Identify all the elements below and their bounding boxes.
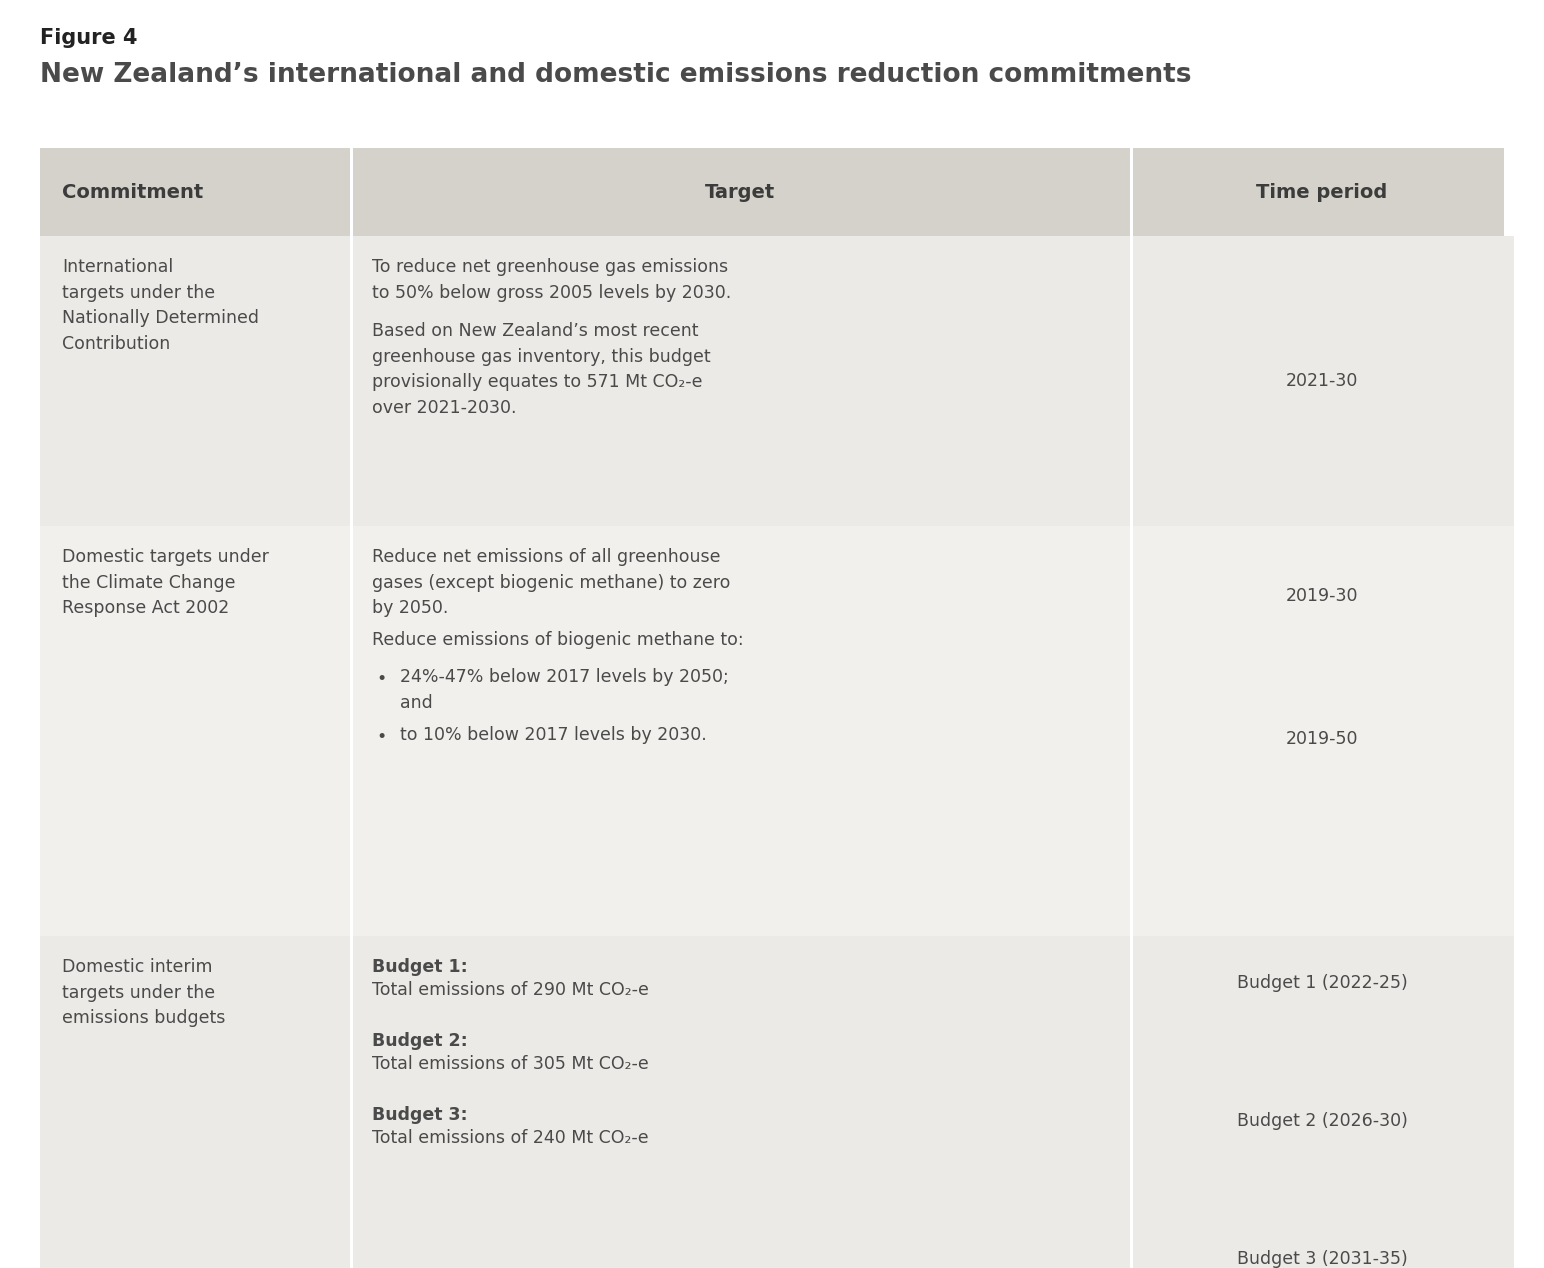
Bar xyxy=(1130,936,1133,1268)
Bar xyxy=(350,148,354,236)
Text: Target: Target xyxy=(706,183,775,202)
Text: New Zealand’s international and domestic emissions reduction commitments: New Zealand’s international and domestic… xyxy=(40,62,1192,87)
Bar xyxy=(40,148,1504,236)
Bar xyxy=(350,526,1130,936)
Text: 2019-50: 2019-50 xyxy=(1286,730,1359,748)
Text: Budget 1:: Budget 1: xyxy=(372,959,468,976)
Text: Budget 3 (2031-35): Budget 3 (2031-35) xyxy=(1237,1250,1408,1268)
Text: •: • xyxy=(377,670,386,689)
Bar xyxy=(40,936,350,1268)
Bar xyxy=(350,236,1130,526)
Text: to 10% below 2017 levels by 2030.: to 10% below 2017 levels by 2030. xyxy=(400,727,707,744)
Bar xyxy=(350,526,354,936)
Text: Domestic interim
targets under the
emissions budgets: Domestic interim targets under the emiss… xyxy=(62,959,225,1027)
Bar xyxy=(40,526,1504,529)
Bar xyxy=(1130,936,1515,1268)
Bar xyxy=(350,236,354,526)
Text: 24%-47% below 2017 levels by 2050;
and: 24%-47% below 2017 levels by 2050; and xyxy=(400,668,729,711)
Bar xyxy=(1130,526,1515,936)
Text: Figure 4: Figure 4 xyxy=(40,28,137,48)
Text: Budget 1 (2022-25): Budget 1 (2022-25) xyxy=(1237,974,1408,992)
Bar xyxy=(1130,236,1133,526)
Text: Time period: Time period xyxy=(1257,183,1388,202)
Bar xyxy=(1130,526,1133,936)
Text: 2021-30: 2021-30 xyxy=(1286,372,1359,391)
Bar xyxy=(40,236,350,526)
Text: Budget 3:: Budget 3: xyxy=(372,1106,468,1123)
Bar xyxy=(350,936,354,1268)
Text: Budget 2:: Budget 2: xyxy=(372,1032,468,1050)
Text: Commitment: Commitment xyxy=(62,183,204,202)
Text: Based on New Zealand’s most recent
greenhouse gas inventory, this budget
provisi: Based on New Zealand’s most recent green… xyxy=(372,322,710,417)
Text: Budget 2 (2026-30): Budget 2 (2026-30) xyxy=(1237,1112,1408,1130)
Bar xyxy=(350,936,1130,1268)
Text: 2019-30: 2019-30 xyxy=(1286,587,1359,605)
Bar xyxy=(40,236,1504,238)
Text: Domestic targets under
the Climate Change
Response Act 2002: Domestic targets under the Climate Chang… xyxy=(62,548,269,618)
Text: Total emissions of 240 Mt CO₂-e: Total emissions of 240 Mt CO₂-e xyxy=(372,1129,648,1148)
Bar xyxy=(1130,148,1133,236)
Bar xyxy=(1130,236,1515,526)
Text: Reduce emissions of biogenic methane to:: Reduce emissions of biogenic methane to: xyxy=(372,631,744,649)
Bar xyxy=(40,526,350,936)
Text: •: • xyxy=(377,728,386,746)
Bar xyxy=(40,936,1504,940)
Text: Reduce net emissions of all greenhouse
gases (except biogenic methane) to zero
b: Reduce net emissions of all greenhouse g… xyxy=(372,548,730,618)
Text: To reduce net greenhouse gas emissions
to 50% below gross 2005 levels by 2030.: To reduce net greenhouse gas emissions t… xyxy=(372,257,732,302)
Text: Total emissions of 305 Mt CO₂-e: Total emissions of 305 Mt CO₂-e xyxy=(372,1055,648,1073)
Text: Total emissions of 290 Mt CO₂-e: Total emissions of 290 Mt CO₂-e xyxy=(372,981,648,999)
Text: International
targets under the
Nationally Determined
Contribution: International targets under the National… xyxy=(62,257,259,353)
